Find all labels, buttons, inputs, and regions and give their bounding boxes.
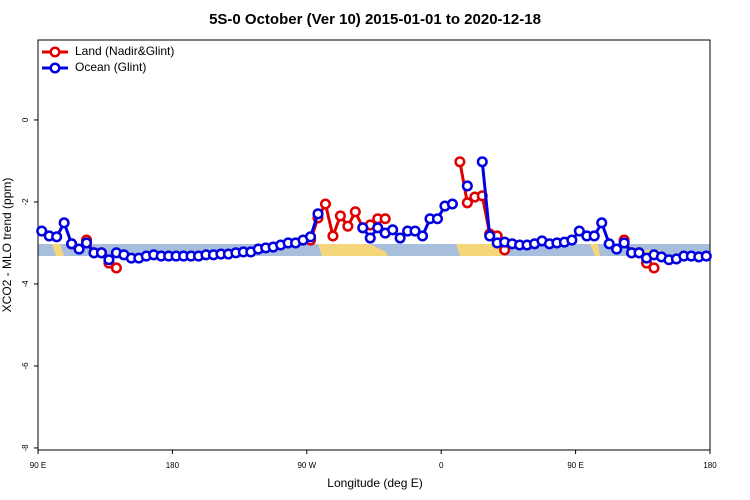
data-point — [573, 225, 585, 237]
x-tick-label: 180 — [703, 461, 717, 470]
data-point — [611, 243, 623, 255]
legend-label: Ocean (Glint) — [75, 60, 146, 74]
land-strip — [590, 244, 600, 256]
y-axis-label: XCO2 - MLO trend (ppm) — [0, 178, 14, 313]
data-point — [387, 224, 399, 236]
legend-marker — [49, 62, 61, 74]
data-point — [566, 234, 578, 246]
legend-marker — [49, 46, 61, 58]
x-tick-label: 90 E — [30, 461, 46, 470]
data-point — [66, 238, 78, 250]
data-point — [36, 225, 48, 237]
data-point — [95, 247, 108, 259]
land-strip — [318, 244, 388, 256]
data-point — [394, 232, 406, 244]
data-point — [446, 198, 458, 210]
data-point — [342, 220, 354, 232]
data-point — [304, 231, 317, 243]
y-tick-label: -6 — [21, 362, 30, 370]
data-point — [357, 222, 369, 234]
data-point — [103, 254, 115, 266]
data-point — [596, 217, 608, 229]
x-axis-label: Longitude (deg E) — [327, 476, 422, 490]
data-point — [349, 206, 361, 218]
data-point — [454, 156, 466, 168]
data-point — [484, 230, 496, 242]
data-point — [319, 198, 332, 210]
data-point — [312, 208, 324, 220]
data-point — [51, 231, 63, 243]
data-point — [327, 230, 339, 242]
data-point — [73, 243, 85, 255]
y-tick-label: -8 — [21, 444, 30, 452]
data-point — [476, 156, 488, 168]
data-point — [110, 262, 122, 274]
data-point — [409, 225, 421, 237]
y-tick-label: -4 — [21, 280, 30, 288]
data-point — [58, 217, 70, 229]
data-point — [633, 247, 645, 259]
data-point — [648, 262, 660, 274]
data-point — [372, 222, 384, 234]
data-point — [431, 213, 444, 225]
x-tick-label: 90 W — [297, 461, 316, 470]
data-point — [80, 237, 93, 249]
data-point — [588, 230, 600, 242]
data-point — [379, 213, 391, 225]
data-point — [700, 250, 712, 262]
x-tick-label: 180 — [166, 461, 180, 470]
data-point — [416, 230, 429, 242]
legend-label: Land (Nadir&Glint) — [75, 44, 174, 58]
x-tick-label: 0 — [439, 461, 444, 470]
data-point — [364, 232, 376, 244]
data-point — [461, 180, 473, 192]
plot-frame — [37, 39, 711, 451]
data-point — [618, 237, 630, 249]
data-point — [461, 197, 473, 209]
y-tick-label: -2 — [21, 198, 30, 206]
chart-title: 5S-0 October (Ver 10) 2015-01-01 to 2020… — [209, 11, 541, 28]
data-point — [603, 238, 615, 250]
y-tick-label: 0 — [21, 117, 30, 122]
x-tick-label: 90 E — [567, 461, 583, 470]
land-strip — [52, 244, 64, 256]
data-point — [334, 210, 346, 222]
